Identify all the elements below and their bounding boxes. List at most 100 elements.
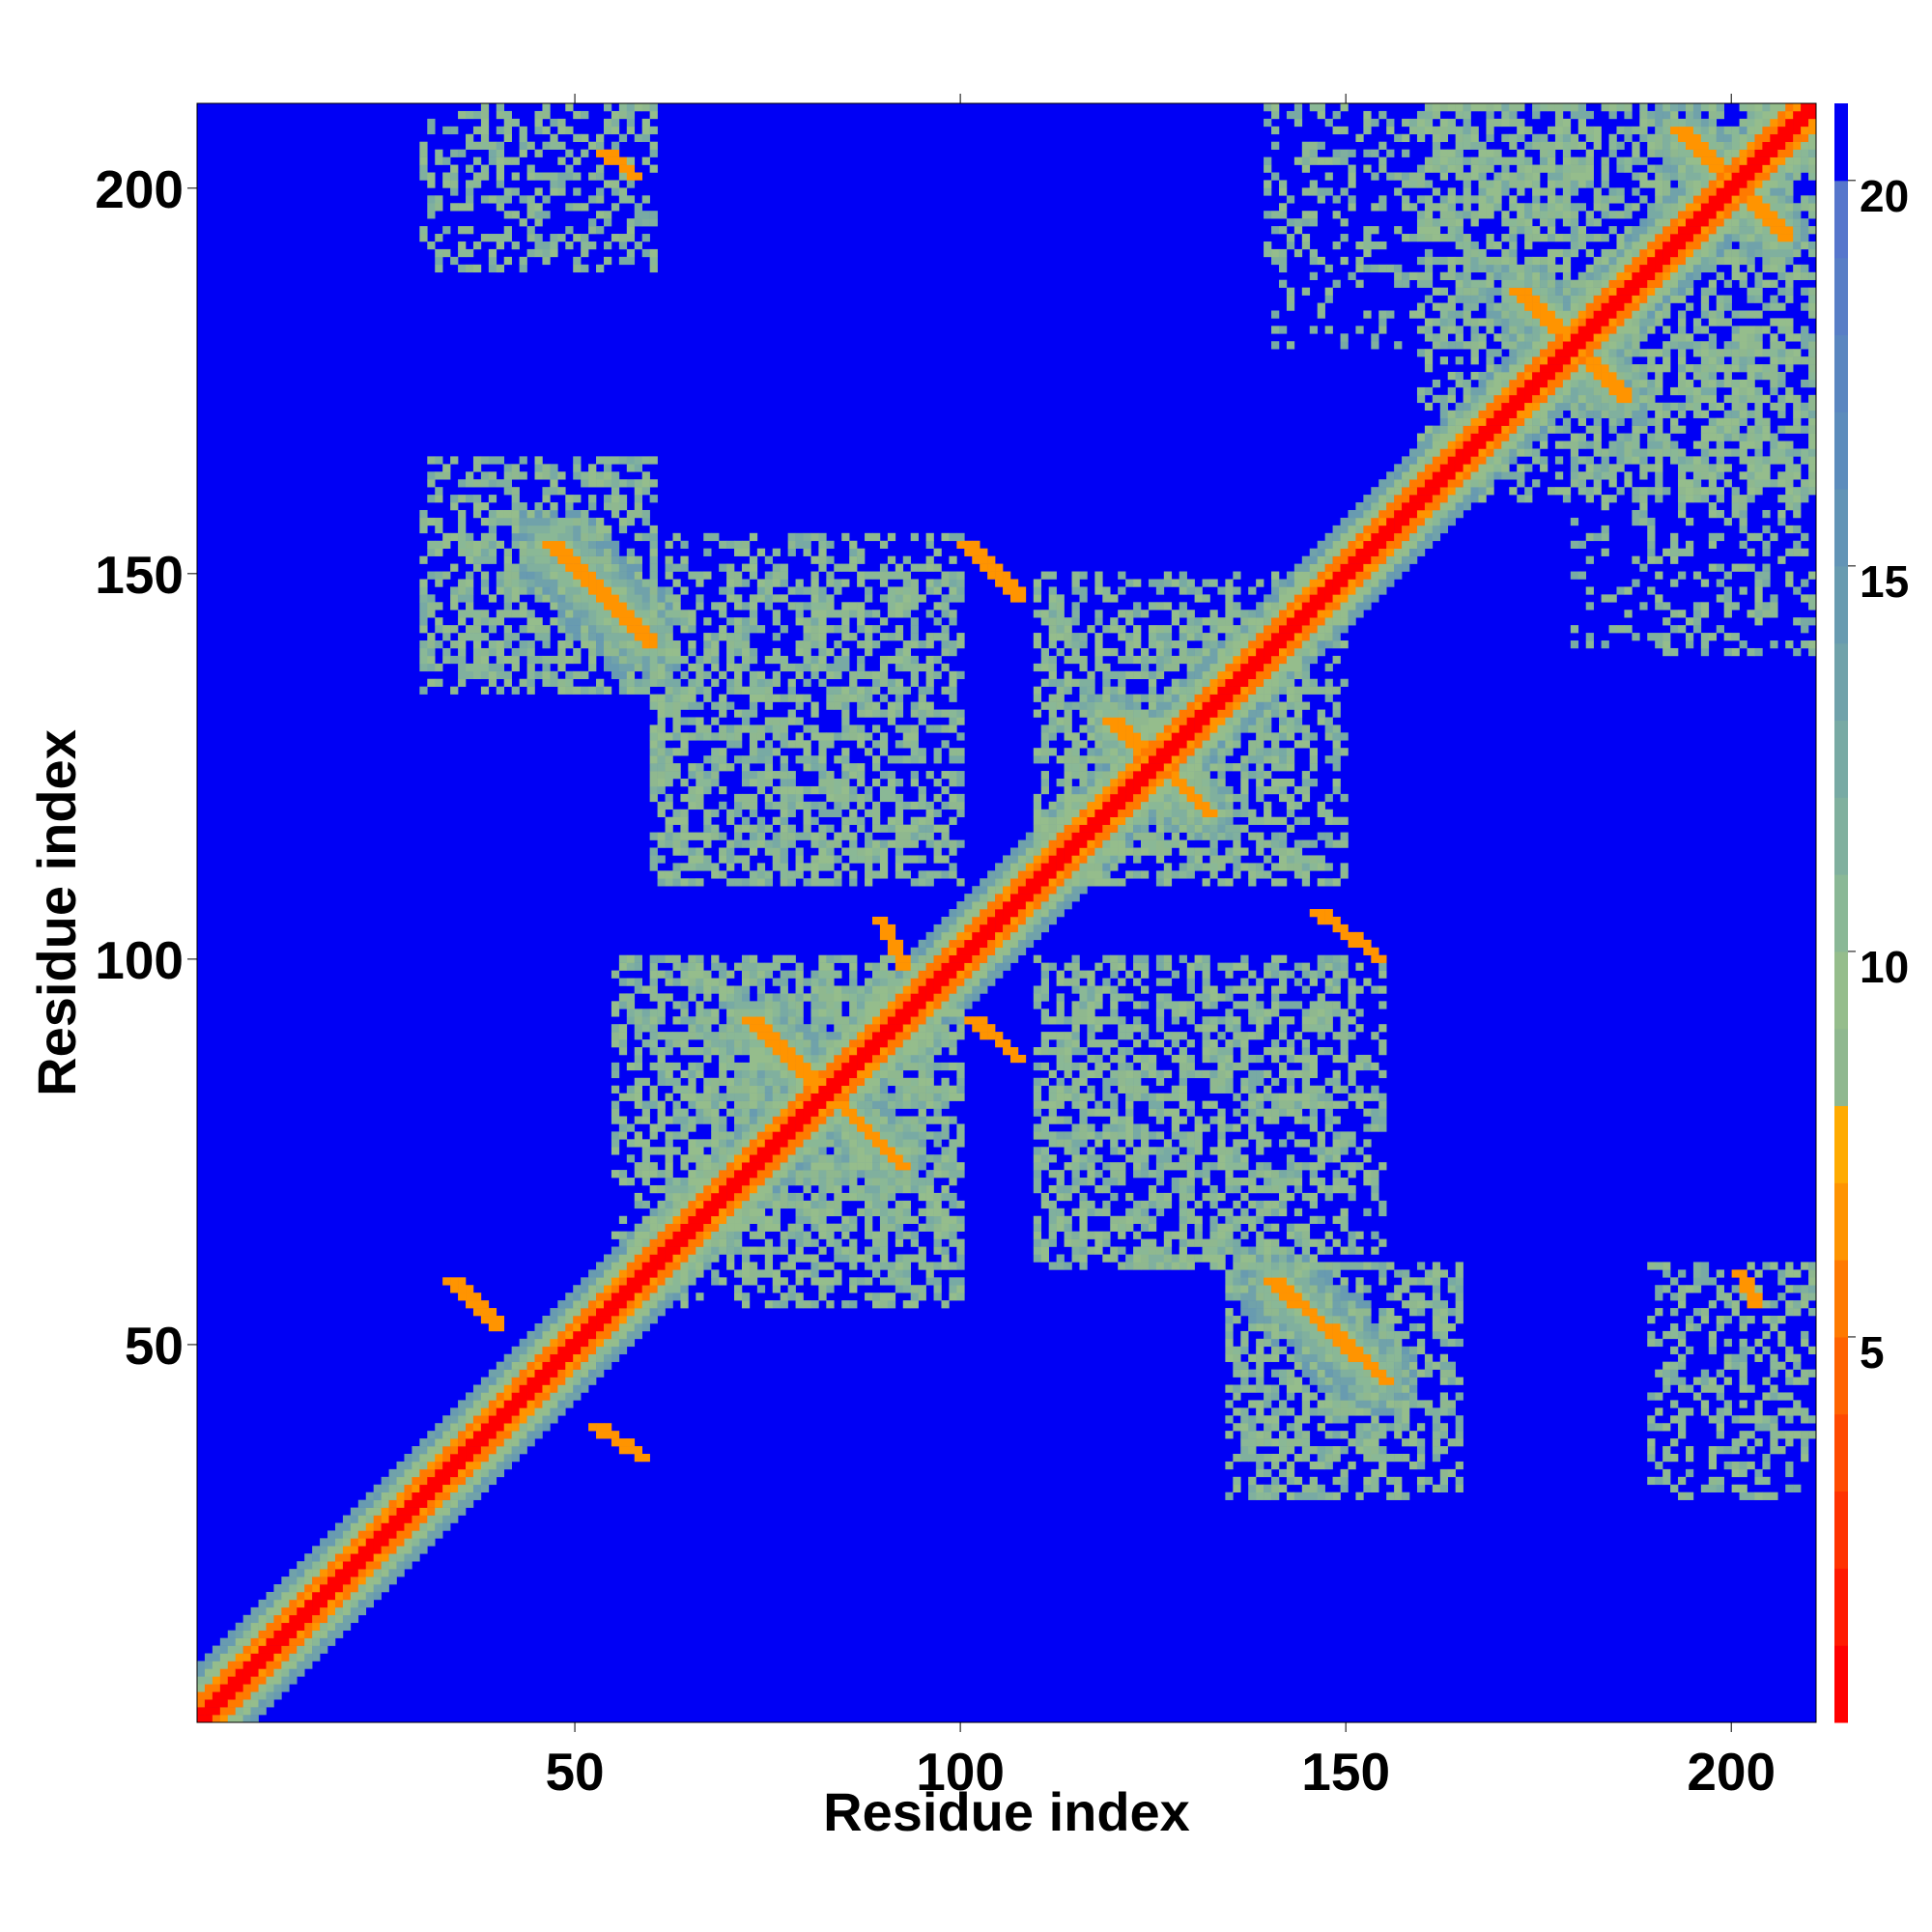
heatmap-cell	[895, 1231, 904, 1239]
heatmap-cell	[581, 471, 589, 480]
heatmap-cell	[273, 1606, 282, 1616]
heatmap-cell	[857, 640, 866, 649]
heatmap-cell	[980, 878, 988, 887]
heatmap-cell	[910, 724, 919, 733]
heatmap-cell	[550, 479, 558, 488]
heatmap-cell	[925, 832, 934, 840]
heatmap-cell	[941, 1024, 950, 1033]
heatmap-cell	[688, 1254, 696, 1263]
heatmap-cell	[887, 1116, 896, 1124]
heatmap-cell	[197, 1668, 206, 1677]
heatmap-cell	[726, 1154, 735, 1163]
heatmap-cell	[435, 149, 443, 157]
heatmap-cell	[756, 993, 766, 1002]
heatmap-cell	[741, 1093, 751, 1101]
heatmap-cell	[511, 1369, 520, 1378]
heatmap-cell	[1056, 839, 1065, 848]
heatmap-cell	[519, 1392, 527, 1401]
heatmap-cell	[741, 647, 751, 657]
heatmap-cell	[696, 1139, 704, 1148]
heatmap-cell	[626, 1446, 636, 1455]
heatmap-cell	[565, 640, 574, 649]
heatmap-cell	[611, 1308, 620, 1317]
heatmap-cell	[519, 195, 527, 204]
heatmap-cell	[810, 1300, 819, 1309]
heatmap-cell	[918, 755, 926, 764]
heatmap-cell	[435, 579, 443, 587]
heatmap-cell	[902, 732, 912, 741]
heatmap-cell	[918, 717, 926, 725]
heatmap-cell	[519, 1423, 527, 1432]
heatmap-cell	[703, 832, 712, 840]
heatmap-cell	[472, 509, 482, 519]
heatmap-cell	[396, 1515, 405, 1523]
heatmap-cell	[550, 548, 558, 556]
heatmap-cell	[872, 1184, 881, 1194]
heatmap-cell	[534, 548, 543, 556]
heatmap-cell	[680, 970, 689, 979]
heatmap-cell	[841, 1032, 850, 1040]
heatmap-cell	[711, 1139, 720, 1148]
heatmap-cell	[557, 625, 566, 634]
heatmap-cell	[480, 517, 490, 526]
heatmap-cell	[734, 1285, 743, 1293]
heatmap-cell	[918, 709, 926, 718]
heatmap-cell	[273, 1630, 282, 1638]
heatmap-cell	[749, 1262, 758, 1270]
heatmap-cell	[427, 1484, 436, 1492]
heatmap-cell	[879, 1016, 889, 1025]
heatmap-cell	[450, 495, 459, 503]
heatmap-cell	[626, 1139, 636, 1148]
heatmap-cell	[480, 1423, 490, 1432]
heatmap-cell	[618, 1170, 628, 1179]
heatmap-cell	[1025, 855, 1035, 864]
heatmap-cell	[672, 1262, 681, 1270]
heatmap-cell	[772, 633, 781, 641]
heatmap-cell	[949, 1085, 957, 1094]
heatmap-cell	[496, 540, 505, 549]
heatmap-cell	[618, 456, 628, 465]
heatmap-cell	[496, 579, 505, 587]
heatmap-cell	[887, 779, 896, 787]
heatmap-cell	[688, 647, 696, 657]
heatmap-cell	[865, 1192, 873, 1202]
heatmap-cell	[910, 832, 919, 840]
heatmap-cell	[849, 847, 858, 856]
heatmap-cell	[849, 978, 858, 986]
heatmap-cell	[688, 1093, 696, 1101]
heatmap-cell	[857, 1009, 866, 1017]
heatmap-cell	[242, 1661, 251, 1669]
heatmap-cell	[526, 610, 535, 618]
heatmap-cell	[1017, 586, 1027, 595]
heatmap-cell	[780, 571, 788, 580]
heatmap-cell	[1033, 1238, 1042, 1247]
heatmap-cell	[703, 1116, 712, 1124]
heatmap-cell	[818, 785, 827, 795]
heatmap-cell	[503, 226, 512, 235]
heatmap-cell	[703, 771, 712, 780]
heatmap-cell	[641, 118, 650, 128]
heatmap-cell	[581, 602, 589, 611]
heatmap-cell	[542, 256, 551, 266]
heatmap-cell	[480, 164, 490, 173]
heatmap-cell	[297, 1622, 305, 1631]
heatmap-cell	[865, 532, 873, 542]
heatmap-cell	[810, 1085, 819, 1094]
heatmap-cell	[941, 1100, 950, 1109]
heatmap-cell	[865, 1054, 873, 1064]
heatmap-cell	[618, 1308, 628, 1317]
heatmap-cell	[542, 1407, 551, 1416]
heatmap-cell	[657, 1277, 666, 1286]
heatmap-cell	[573, 525, 582, 534]
heatmap-cell	[895, 701, 904, 710]
heatmap-cell	[933, 1116, 942, 1124]
heatmap-cell	[841, 617, 850, 626]
heatmap-cell	[688, 571, 696, 580]
heatmap-cell	[626, 594, 636, 603]
heatmap-cell	[711, 1162, 720, 1171]
heatmap-cell	[488, 532, 497, 542]
heatmap-cell	[1025, 870, 1035, 879]
heatmap-cell	[596, 532, 605, 542]
heatmap-cell	[941, 801, 950, 810]
heatmap-cell	[235, 1676, 243, 1685]
